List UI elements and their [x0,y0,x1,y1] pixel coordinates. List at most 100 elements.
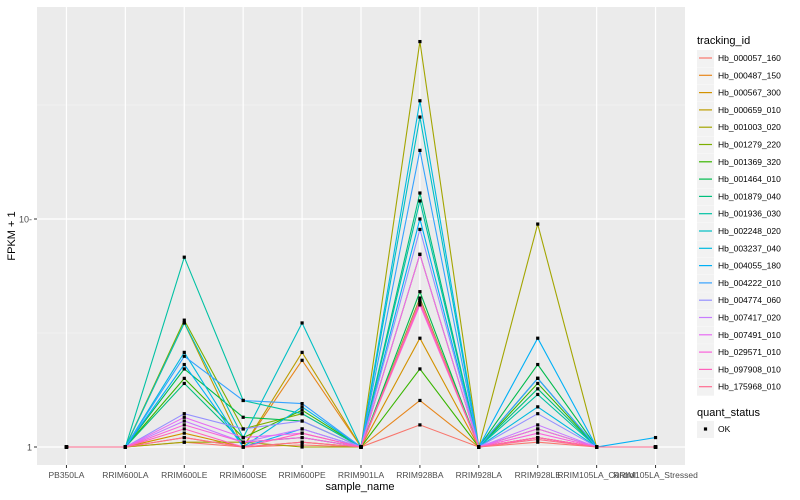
x-tick-label: RRIM105LA_Control [557,470,636,480]
legend-items: Hb_000057_160 Hb_000487_150 Hb_000567_300 H… [697,50,781,396]
data-point [300,443,304,447]
data-point [418,298,422,302]
data-point [536,387,540,391]
x-tick-label: RRIM928BA [396,470,444,480]
x-tick-label: RRIM901LA [338,470,385,480]
data-point [477,445,481,449]
data-point [653,445,658,449]
legend-label: Hb_000487_150 [718,70,781,80]
data-point [300,350,304,354]
legend-label: Hb_000659_010 [718,105,781,115]
shape-legend-items: OK [697,421,731,438]
data-point [536,362,540,367]
data-point [536,405,540,409]
data-point [182,419,186,423]
data-point [418,296,422,300]
data-point [300,435,304,440]
data-point [418,336,422,340]
data-point [182,427,186,431]
data-point [300,321,304,325]
data-point [418,290,422,294]
x-tick-label: RRIM600LE [161,470,208,480]
data-point [418,303,422,307]
data-point [536,222,540,226]
legend-label: Hb_007417_020 [718,313,781,323]
data-point [536,376,540,380]
data-point [241,445,245,449]
data-point [536,440,540,444]
legend-label: Hb_001464_010 [718,174,781,184]
y-axis-label: FPKM + 1 [6,211,18,260]
grid-lines [37,7,685,465]
data-point [182,435,186,440]
data-point [536,381,540,386]
data-point [418,252,422,256]
legend-label: Hb_001003_020 [718,122,781,132]
x-tick-label: RRIM600LA [102,470,149,480]
data-point [241,440,245,444]
data-point [418,227,422,232]
legend-label: Hb_001279_220 [718,140,781,150]
data-point [536,423,540,427]
data-point [536,392,540,397]
shape-legend-marker [703,427,708,431]
data-point [300,412,304,416]
legend-label: Hb_004774_060 [718,295,781,305]
x-tick-label: RRIM928LE [515,470,562,480]
data-point [536,431,540,435]
data-point [300,440,304,444]
legend-label: Hb_002248_020 [718,226,781,236]
data-point [300,358,304,362]
data-point [182,367,186,371]
data-point [536,437,540,441]
y-tick-label: 1 [27,443,32,453]
x-tick-label: RRIM600SE [220,470,268,480]
data-point [182,255,186,259]
data-point [418,148,422,152]
data-point [300,419,304,423]
x-axis: PB350LA RRIM600LA RRIM600LE RRIM600SE RRIM60… [48,465,698,480]
shape-legend-label: OK [718,424,731,434]
legend-label: Hb_001879_040 [718,191,781,201]
data-point [300,408,304,412]
legend-title: tracking_id [697,35,750,47]
data-point [182,431,186,435]
data-point [653,435,658,440]
data-point [182,376,186,380]
legend-label: Hb_175968_010 [718,382,781,392]
legend: tracking_id Hb_000057_160Hb_000487_150Hb… [697,35,781,438]
series-points [64,39,658,449]
legend-label: Hb_004222_010 [718,278,781,288]
data-point [418,398,422,403]
legend-label: Hb_000567_300 [718,88,781,98]
data-point [182,354,186,358]
y-axis: 1 10- [19,215,37,453]
data-point [182,318,186,322]
data-point [536,336,540,340]
data-point [300,402,304,406]
data-point [182,350,186,354]
legend-label: Hb_007491_010 [718,330,781,340]
data-point [418,39,422,44]
data-point [418,300,422,305]
data-point [418,99,422,103]
data-point [300,431,304,435]
data-point [182,423,186,427]
data-point [536,427,540,431]
legend-label: Hb_003237_040 [718,243,781,253]
x-tick-label: RRIM105LA_Stressed [613,470,698,480]
data-point [123,445,127,449]
legend-label: Hb_001369_320 [718,157,781,167]
data-point [182,440,186,444]
data-point [300,445,304,449]
data-point [64,445,69,449]
data-point [418,367,422,371]
data-point [182,362,186,367]
x-tick-label: PB350LA [48,470,84,480]
data-point [418,423,422,427]
data-point [182,381,186,386]
data-point [241,435,245,440]
legend-label: Hb_001936_030 [718,209,781,219]
data-point [241,427,245,431]
